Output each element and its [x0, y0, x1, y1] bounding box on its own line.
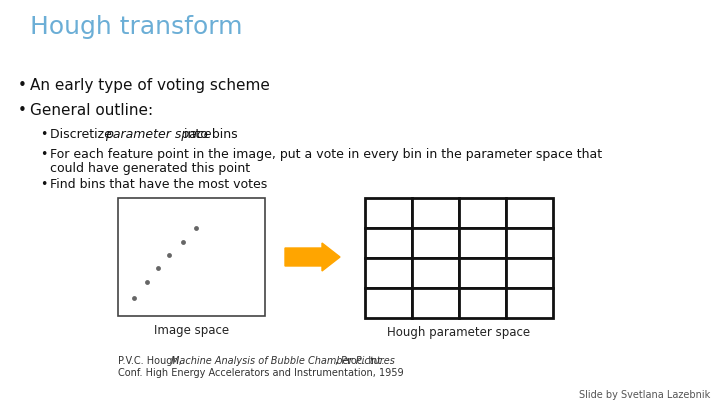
Bar	[459, 198, 506, 228]
Text: P.V.C. Hough,: P.V.C. Hough,	[118, 356, 185, 366]
Bar	[412, 288, 459, 318]
Text: Find bins that have the most votes: Find bins that have the most votes	[50, 178, 267, 191]
Bar	[118, 198, 265, 316]
Bar	[365, 258, 412, 288]
Text: Slide by Svetlana Lazebnik: Slide by Svetlana Lazebnik	[579, 390, 710, 400]
Bar	[365, 228, 412, 258]
Bar	[412, 258, 459, 288]
Text: •: •	[40, 178, 48, 191]
Text: •: •	[18, 78, 27, 93]
Text: Image space: Image space	[154, 324, 229, 337]
Text: •: •	[18, 103, 27, 118]
Text: into bins: into bins	[180, 128, 238, 141]
Bar	[459, 228, 506, 258]
Text: Hough transform: Hough transform	[30, 15, 243, 39]
Text: •: •	[40, 128, 48, 141]
Bar	[412, 198, 459, 228]
Text: An early type of voting scheme: An early type of voting scheme	[30, 78, 270, 93]
Text: could have generated this point: could have generated this point	[50, 162, 250, 175]
Bar	[365, 198, 412, 228]
Bar	[459, 288, 506, 318]
Bar	[506, 288, 553, 318]
FancyArrow shape	[285, 243, 340, 271]
Text: Machine Analysis of Bubble Chamber Pictures: Machine Analysis of Bubble Chamber Pictu…	[171, 356, 395, 366]
Text: parameter space: parameter space	[105, 128, 212, 141]
Bar	[506, 198, 553, 228]
Text: Discretize: Discretize	[50, 128, 116, 141]
Bar	[506, 258, 553, 288]
Text: General outline:: General outline:	[30, 103, 153, 118]
Bar	[459, 258, 506, 288]
Bar	[365, 288, 412, 318]
Text: For each feature point in the image, put a vote in every bin in the parameter sp: For each feature point in the image, put…	[50, 148, 602, 161]
Text: •: •	[40, 148, 48, 161]
Text: Conf. High Energy Accelerators and Instrumentation, 1959: Conf. High Energy Accelerators and Instr…	[118, 368, 404, 378]
Bar	[506, 228, 553, 258]
Text: Hough parameter space: Hough parameter space	[387, 326, 531, 339]
Bar	[412, 228, 459, 258]
Text: , Proc. Int.: , Proc. Int.	[335, 356, 384, 366]
